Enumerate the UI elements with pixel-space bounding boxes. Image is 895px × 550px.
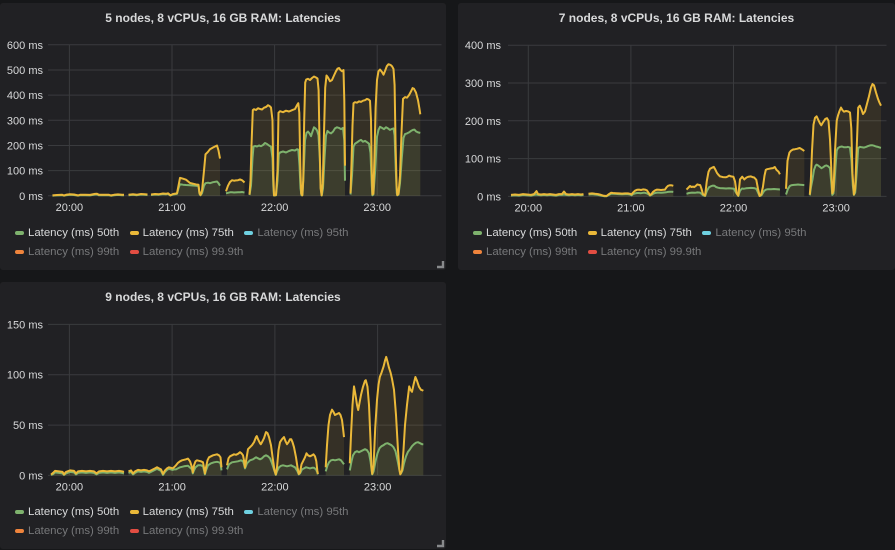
svg-text:300 ms: 300 ms	[465, 78, 502, 90]
svg-text:200 ms: 200 ms	[465, 116, 502, 128]
svg-text:22:00: 22:00	[261, 202, 289, 214]
svg-text:100 ms: 100 ms	[7, 370, 44, 382]
svg-text:0 ms: 0 ms	[19, 191, 43, 203]
svg-text:0 ms: 0 ms	[19, 470, 43, 482]
svg-text:400 ms: 400 ms	[7, 90, 44, 102]
svg-text:23:00: 23:00	[364, 481, 392, 493]
svg-text:600 ms: 600 ms	[7, 40, 44, 52]
svg-text:100 ms: 100 ms	[7, 166, 44, 178]
svg-text:21:00: 21:00	[158, 202, 186, 214]
svg-text:150 ms: 150 ms	[7, 319, 44, 331]
svg-text:20:00: 20:00	[56, 481, 84, 493]
svg-text:22:00: 22:00	[720, 202, 748, 214]
svg-text:200 ms: 200 ms	[7, 141, 44, 153]
svg-text:23:00: 23:00	[363, 202, 391, 214]
svg-text:20:00: 20:00	[515, 202, 543, 214]
svg-text:400 ms: 400 ms	[465, 40, 502, 52]
svg-text:23:00: 23:00	[822, 202, 850, 214]
svg-text:20:00: 20:00	[56, 202, 84, 214]
svg-text:300 ms: 300 ms	[7, 115, 44, 127]
svg-text:21:00: 21:00	[158, 481, 186, 493]
svg-text:21:00: 21:00	[617, 202, 645, 214]
svg-text:22:00: 22:00	[261, 481, 289, 493]
svg-text:100 ms: 100 ms	[465, 154, 502, 166]
svg-text:50 ms: 50 ms	[13, 420, 43, 432]
svg-text:0 ms: 0 ms	[477, 191, 501, 203]
svg-text:500 ms: 500 ms	[7, 65, 44, 77]
